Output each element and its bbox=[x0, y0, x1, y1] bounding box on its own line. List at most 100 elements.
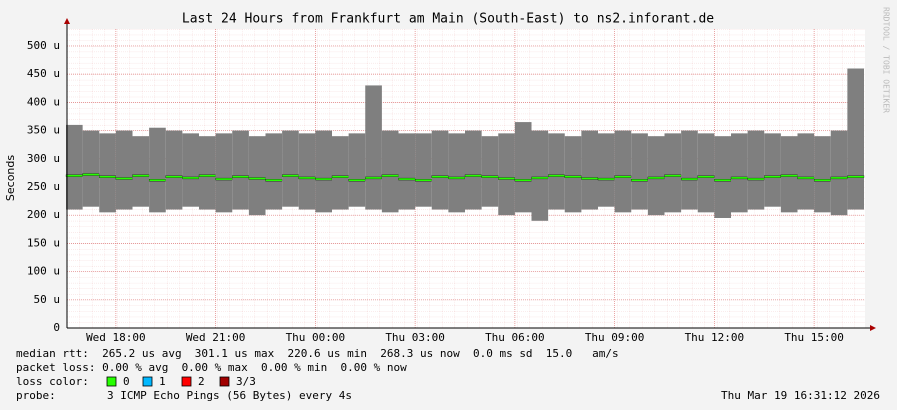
loss-label: 1 bbox=[159, 375, 166, 388]
smoke bbox=[82, 130, 100, 207]
median bbox=[764, 175, 782, 178]
median bbox=[464, 174, 482, 177]
smoke bbox=[149, 127, 166, 213]
x-tick-label: Thu 03:00 bbox=[385, 331, 445, 344]
smoke bbox=[282, 130, 299, 207]
median bbox=[830, 176, 848, 180]
median bbox=[198, 174, 216, 177]
stats-line: packet loss: 0.00 % avg 0.00 % max 0.00 … bbox=[16, 361, 407, 374]
loss-swatch bbox=[181, 376, 192, 387]
median bbox=[714, 179, 732, 182]
median bbox=[498, 177, 516, 180]
median bbox=[847, 175, 865, 178]
smoke bbox=[315, 130, 333, 213]
smoke bbox=[398, 133, 416, 210]
median bbox=[730, 176, 748, 180]
smoke bbox=[248, 136, 266, 216]
median bbox=[514, 179, 532, 182]
smoke bbox=[448, 133, 466, 213]
median bbox=[331, 175, 349, 178]
median bbox=[697, 175, 715, 178]
median bbox=[647, 176, 665, 180]
probe-label: probe: bbox=[16, 389, 56, 402]
y-tick-label: 250 u bbox=[27, 180, 60, 193]
date: Thu Mar 19 16:31:12 2026 bbox=[721, 389, 880, 402]
x-arrow bbox=[870, 325, 876, 331]
median bbox=[165, 175, 183, 178]
y-tick-label: 150 u bbox=[27, 236, 60, 249]
median bbox=[780, 174, 798, 177]
median bbox=[664, 174, 682, 177]
median bbox=[614, 175, 632, 178]
y-tick-label: 300 u bbox=[27, 152, 60, 165]
smoke bbox=[348, 133, 366, 207]
y-tick-label: 400 u bbox=[27, 95, 60, 108]
stats-line: median rtt: 265.2 us avg 301.1 us max 22… bbox=[16, 347, 619, 360]
smoke bbox=[265, 133, 283, 210]
smoke bbox=[531, 130, 549, 221]
smoke bbox=[664, 133, 682, 213]
median bbox=[813, 179, 831, 182]
x-tick-label: Wed 18:00 bbox=[86, 331, 146, 344]
smoke bbox=[365, 85, 382, 210]
median bbox=[348, 179, 366, 182]
smoke bbox=[764, 133, 781, 207]
median bbox=[531, 176, 549, 180]
smoke bbox=[514, 122, 532, 213]
y-tick-label: 200 u bbox=[27, 208, 60, 221]
smoke bbox=[165, 130, 183, 210]
median bbox=[481, 175, 499, 178]
median bbox=[631, 179, 649, 182]
x-tick-label: Thu 12:00 bbox=[685, 331, 745, 344]
median bbox=[680, 177, 698, 181]
smoke bbox=[598, 133, 615, 207]
smoke bbox=[548, 133, 565, 210]
smoke bbox=[498, 133, 515, 216]
median bbox=[365, 176, 383, 180]
y-tick-label: 100 u bbox=[27, 265, 60, 278]
smoke bbox=[381, 130, 399, 213]
smoke bbox=[232, 130, 249, 210]
smoke bbox=[215, 133, 233, 213]
median bbox=[281, 174, 299, 177]
median bbox=[82, 173, 100, 176]
median bbox=[232, 175, 250, 178]
smoke bbox=[631, 133, 648, 210]
x-tick-label: Thu 15:00 bbox=[784, 331, 844, 344]
smoke bbox=[681, 130, 698, 210]
smoke bbox=[747, 130, 765, 210]
smoke bbox=[66, 124, 83, 210]
smoke bbox=[647, 136, 665, 216]
smoke bbox=[814, 136, 831, 213]
smoke bbox=[581, 130, 599, 210]
smoke bbox=[797, 133, 815, 210]
loss-swatch bbox=[142, 376, 153, 387]
chart-title: Last 24 Hours from Frankfurt am Main (So… bbox=[182, 12, 714, 27]
smoke bbox=[714, 136, 732, 218]
smoke bbox=[614, 130, 632, 213]
median bbox=[448, 176, 466, 180]
median bbox=[182, 176, 200, 180]
median bbox=[747, 177, 765, 181]
probe: 3 ICMP Echo Pings (56 Bytes) every 4s bbox=[107, 389, 352, 402]
median bbox=[315, 177, 333, 181]
median bbox=[381, 174, 399, 177]
median bbox=[65, 174, 83, 177]
smoke bbox=[132, 136, 150, 207]
median bbox=[547, 174, 565, 177]
smoke bbox=[298, 133, 316, 210]
loss-label: 2 bbox=[198, 375, 205, 388]
median bbox=[581, 177, 599, 180]
x-tick-label: Wed 21:00 bbox=[186, 331, 246, 344]
median bbox=[215, 177, 233, 181]
y-label: Seconds bbox=[4, 155, 17, 201]
smoke bbox=[431, 130, 449, 210]
smoke bbox=[415, 133, 432, 207]
median bbox=[431, 175, 449, 178]
loss-title: loss color: bbox=[16, 375, 89, 388]
loss-label: 0 bbox=[123, 375, 130, 388]
smoke bbox=[115, 130, 133, 210]
y-tick-label: 0 bbox=[53, 321, 60, 334]
y-tick-label: 450 u bbox=[27, 67, 60, 80]
